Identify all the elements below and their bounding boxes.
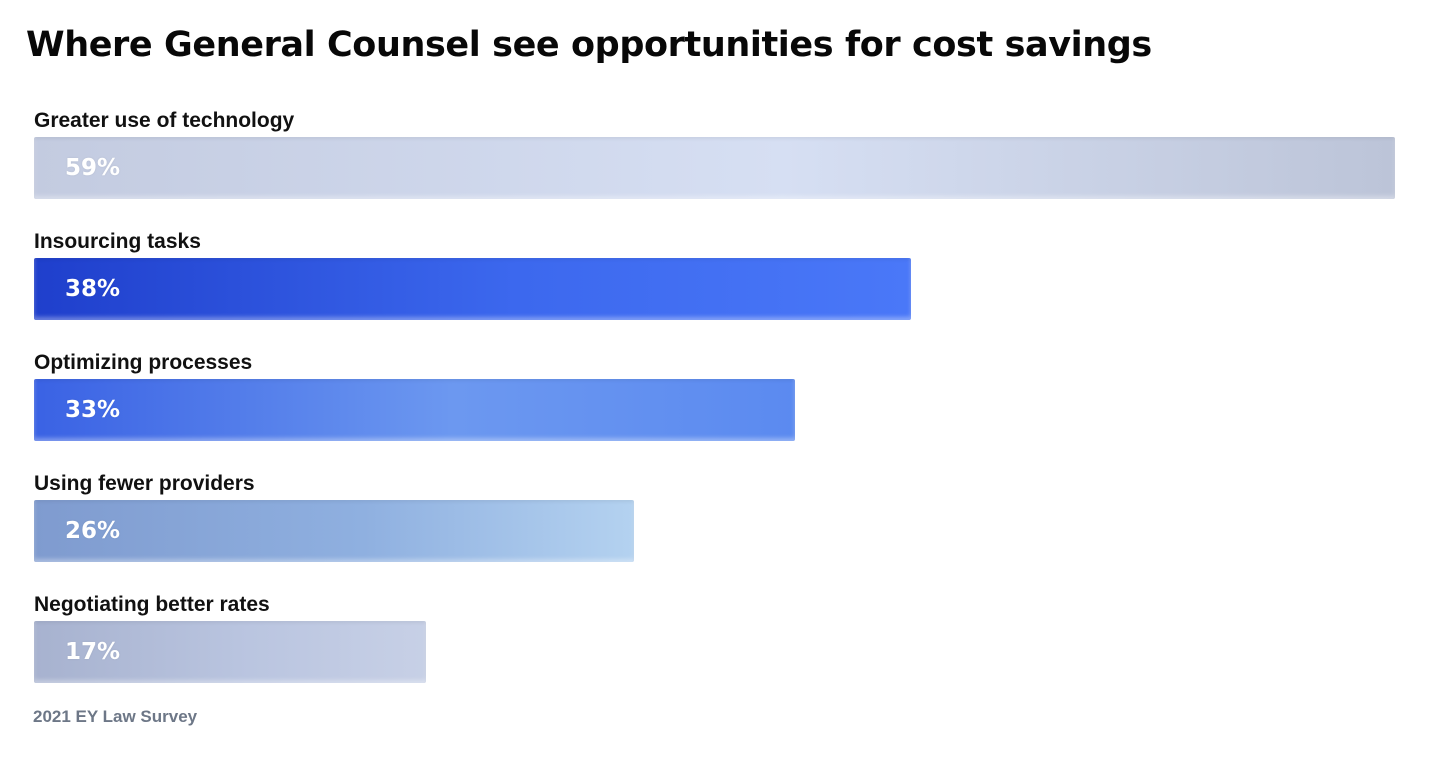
chart-title: Where General Counsel see opportunities … (26, 25, 1152, 65)
bar-value-label: 17% (65, 639, 121, 665)
category-label: Negotiating better rates (34, 593, 270, 616)
bar-value-label: 33% (65, 397, 121, 423)
source-note: 2021 EY Law Survey (33, 707, 198, 726)
category-label: Optimizing processes (34, 351, 253, 374)
category-label: Using fewer providers (34, 472, 255, 495)
bar (34, 379, 795, 441)
category-label: Greater use of technology (34, 109, 295, 132)
bar-value-label: 38% (65, 276, 121, 302)
bar (34, 137, 1395, 199)
bar-value-label: 26% (65, 518, 121, 544)
bar (34, 500, 634, 562)
bar-value-label: 59% (65, 155, 121, 181)
bar (34, 258, 911, 320)
bar (34, 621, 426, 683)
category-label: Insourcing tasks (34, 230, 201, 253)
